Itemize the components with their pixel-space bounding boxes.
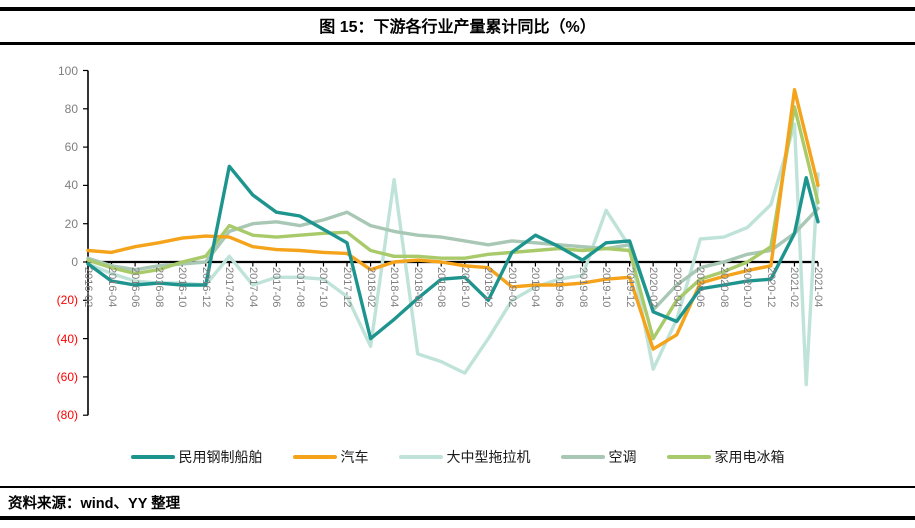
x-axis-label: 2017-12 xyxy=(341,267,354,308)
x-axis-label: 2018-04 xyxy=(388,267,401,308)
y-axis-label: (60) xyxy=(56,369,78,384)
tractor-line-swatch xyxy=(398,455,443,459)
x-axis-label: 2017-08 xyxy=(293,267,306,308)
top-rule xyxy=(0,7,915,11)
x-axis-label: 2021-04 xyxy=(812,267,824,308)
ac-line-swatch xyxy=(560,455,605,459)
x-axis-label: 2017-02 xyxy=(223,267,236,308)
x-axis-label: 2020-08 xyxy=(717,267,730,308)
y-axis-label: 80 xyxy=(64,101,78,116)
x-axis-label: 2019-10 xyxy=(600,267,613,308)
x-axis-label: 2016-06 xyxy=(129,267,142,308)
x-axis-label: 2016-04 xyxy=(105,267,118,308)
y-axis-label: (20) xyxy=(56,293,78,308)
ships-line-swatch xyxy=(130,455,175,459)
y-axis-label: 20 xyxy=(64,216,78,231)
series-line-汽车 xyxy=(86,87,820,351)
x-axis-label: 2020-04 xyxy=(670,267,683,308)
legend-label-fridge: 家用电冰箱 xyxy=(714,450,785,466)
x-axis-label: 2019-12 xyxy=(623,267,636,308)
x-axis-label: 2018-06 xyxy=(411,267,424,308)
y-axis-label: (80) xyxy=(56,408,78,423)
chart-legend: 民用钢制船舶 汽车 大中型拖拉机 空调 家用电冰箱 xyxy=(0,447,915,467)
series-lines xyxy=(86,87,820,387)
x-axis-label: 2017-06 xyxy=(270,267,283,308)
x-axis-label: 2019-04 xyxy=(529,267,542,308)
legend-item-ships: 民用钢制船舶 xyxy=(130,447,263,467)
footer-rule xyxy=(0,486,915,488)
x-axis-label: 2018-02 xyxy=(364,267,377,308)
x-axis-label: 2020-12 xyxy=(764,267,777,308)
chart-title: 图 15：下游各行业产量累计同比（%） xyxy=(319,19,596,36)
x-axis-label: 2016-12 xyxy=(199,267,212,308)
x-axis-label: 2019-06 xyxy=(552,267,565,308)
data-source-note: 资料来源：wind、YY 整理 xyxy=(8,496,181,512)
x-axis-label: 2018-12 xyxy=(482,267,495,308)
auto-line-swatch xyxy=(292,455,337,459)
x-axis-label: 2018-10 xyxy=(458,267,471,308)
series-line-家用电冰箱 xyxy=(86,105,820,341)
series-line-民用钢制船舶 xyxy=(86,164,820,341)
legend-item-fridge: 家用电冰箱 xyxy=(666,447,785,467)
x-axis-label: 2017-04 xyxy=(246,267,259,308)
x-axis-label: 2019-02 xyxy=(505,267,518,308)
legend-label-auto: 汽车 xyxy=(340,450,369,466)
y-axis-label: 100 xyxy=(57,63,78,78)
legend-label-ships: 民用钢制船舶 xyxy=(178,450,263,466)
legend-label-ac: 空调 xyxy=(608,450,637,466)
legend-item-tractor: 大中型拖拉机 xyxy=(398,447,531,467)
axes xyxy=(83,69,819,416)
x-axis-label: 2021-02 xyxy=(788,267,801,308)
x-axis-label: 2016-10 xyxy=(176,267,189,308)
x-axis-label: 2020-02 xyxy=(647,267,660,308)
y-axis-label: 0 xyxy=(71,255,78,269)
fridge-line-swatch xyxy=(666,455,711,459)
x-axis-label: 2016-08 xyxy=(152,267,165,308)
legend-item-auto: 汽车 xyxy=(292,447,369,467)
y-axis-label: (40) xyxy=(56,331,78,346)
series-line-大中型拖拉机 xyxy=(86,122,820,387)
x-axis-label: 2017-10 xyxy=(317,267,330,308)
y-axis-label: 40 xyxy=(64,178,78,193)
x-axis-label: 2020-06 xyxy=(694,267,707,308)
x-axis-label: 2016-02 xyxy=(82,267,94,308)
y-axis-label: 60 xyxy=(64,140,78,155)
title-rule xyxy=(0,42,915,45)
x-axis-label: 2020-10 xyxy=(741,267,754,308)
legend-label-tractor: 大中型拖拉机 xyxy=(446,450,531,466)
legend-item-ac: 空调 xyxy=(560,447,637,467)
x-axis-label: 2018-08 xyxy=(435,267,448,308)
bottom-rule xyxy=(0,516,915,520)
x-axis-label: 2019-08 xyxy=(576,267,589,308)
